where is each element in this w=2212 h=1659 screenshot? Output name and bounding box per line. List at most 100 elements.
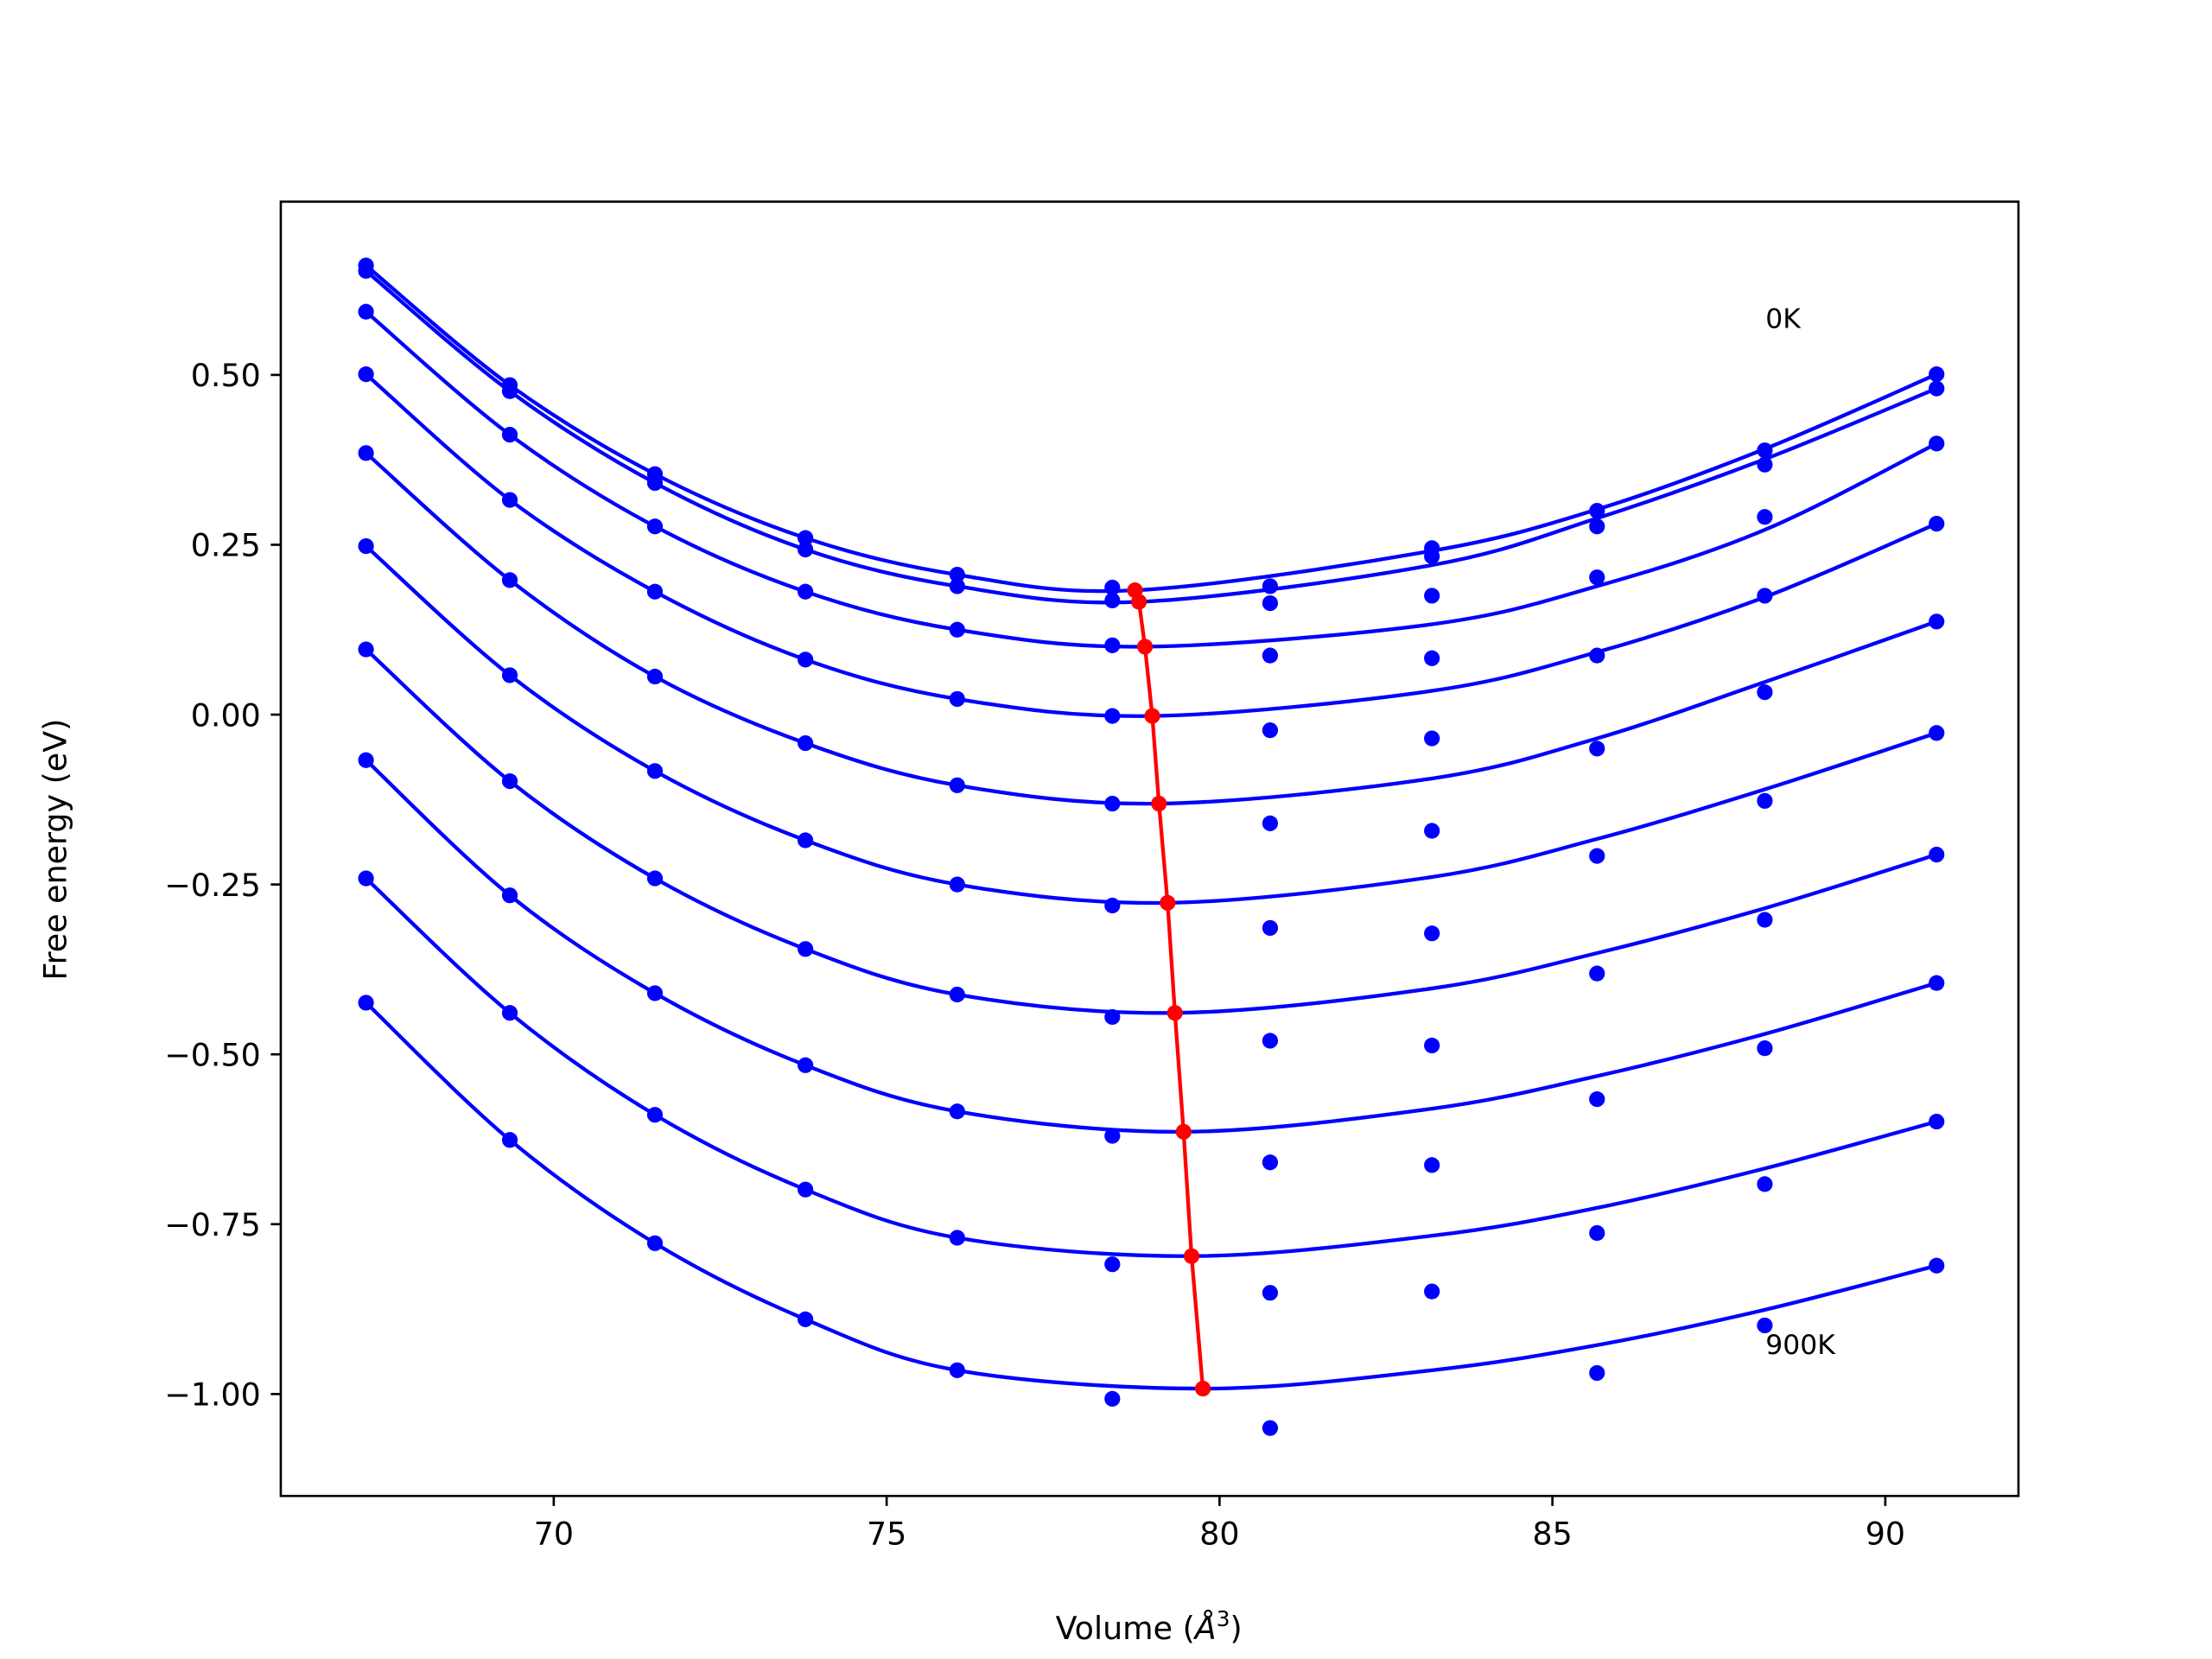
fit-curve	[365, 647, 1937, 1015]
data-point	[501, 773, 518, 790]
data-point	[358, 752, 374, 768]
y-tick-label: −1.00	[164, 1376, 261, 1414]
data-point	[1757, 456, 1773, 473]
data-point	[798, 652, 814, 668]
data-point	[1929, 613, 1945, 630]
data-point	[1757, 1317, 1773, 1334]
data-point	[1424, 730, 1440, 747]
x-axis-label: Volume (Å3)	[1056, 1606, 1243, 1647]
data-point	[1262, 722, 1279, 739]
data-point	[1929, 380, 1945, 397]
data-point	[1589, 503, 1605, 519]
data-point	[1929, 1113, 1945, 1130]
minimum-point	[1183, 1248, 1200, 1264]
axes-frame	[279, 200, 2020, 1497]
data-point	[1424, 588, 1440, 604]
data-point	[798, 541, 814, 558]
series-9	[358, 995, 1945, 1436]
data-point	[501, 383, 518, 399]
data-point	[1104, 1256, 1121, 1273]
data-point	[798, 530, 814, 546]
data-point	[1262, 815, 1279, 831]
annotations: 0K 900K	[1765, 303, 1836, 1360]
data-point	[358, 365, 374, 383]
temperature-annotation: 0K	[1765, 303, 1802, 334]
data-point	[1262, 1154, 1279, 1171]
x-tick-label: 85	[1532, 1516, 1572, 1553]
minimum-point	[1166, 1005, 1183, 1021]
data-point	[949, 566, 965, 583]
data-point	[1929, 975, 1945, 991]
data-point	[949, 1362, 965, 1378]
data-point	[949, 690, 965, 708]
x-axis: 70 75 80 85 90	[534, 1496, 1905, 1553]
minimum-point	[1195, 1380, 1211, 1397]
minimum-point	[1136, 639, 1154, 655]
series-4	[358, 445, 1945, 831]
data-point	[358, 641, 374, 658]
data-point	[1262, 1285, 1279, 1301]
data-point	[646, 1235, 664, 1251]
series-1	[358, 263, 1945, 612]
data-point	[798, 583, 814, 600]
data-point	[358, 537, 374, 555]
data-point	[358, 303, 374, 320]
data-point	[1262, 647, 1279, 664]
data-point	[646, 763, 664, 779]
data-point	[1104, 579, 1121, 596]
data-point	[1589, 1364, 1605, 1382]
data-point	[1424, 1283, 1440, 1300]
data-point	[1929, 846, 1945, 863]
data-point	[1929, 435, 1945, 452]
data-point	[1757, 683, 1773, 701]
data-point	[1262, 1420, 1279, 1436]
data-point	[1104, 897, 1121, 914]
data-point	[1424, 650, 1440, 666]
data-point	[1262, 1033, 1279, 1049]
data-point	[798, 1311, 814, 1327]
data-point	[646, 1107, 664, 1123]
series-7	[358, 752, 1945, 1171]
series-5	[358, 537, 1945, 937]
y-tick-label: 0.50	[191, 357, 261, 394]
data-point	[1424, 823, 1440, 839]
minimum-point	[1160, 894, 1176, 911]
data-point	[1262, 919, 1279, 937]
data-point	[949, 876, 965, 893]
data-point	[1589, 569, 1605, 586]
data-point	[1757, 792, 1773, 810]
data-point	[949, 621, 965, 638]
data-point	[1424, 548, 1440, 564]
data-point	[1104, 1128, 1121, 1144]
y-axis: −1.00 −0.75 −0.50 −0.25 0.00 0.25 0.50	[164, 357, 281, 1414]
minima-series	[1127, 582, 1211, 1397]
data-point	[1757, 509, 1773, 525]
data-point	[358, 263, 374, 279]
y-axis-label: Free energy (eV)	[37, 719, 74, 981]
x-tick-label: 75	[867, 1516, 906, 1553]
fit-curve	[365, 310, 1938, 649]
data-point	[501, 1005, 518, 1021]
x-tick-label: 90	[1866, 1516, 1905, 1553]
data-point	[1262, 594, 1279, 612]
data-point	[1757, 442, 1773, 459]
data-point	[646, 985, 664, 1001]
data-point	[1929, 515, 1945, 532]
data-point	[1424, 1037, 1440, 1054]
y-tick-label: −0.75	[164, 1206, 261, 1243]
data-point	[1589, 965, 1605, 982]
data-point	[1424, 1157, 1440, 1173]
data-point	[501, 426, 518, 443]
data-point	[949, 1103, 965, 1120]
data-point	[798, 941, 814, 957]
data-point	[501, 572, 518, 588]
data-point	[1589, 741, 1605, 757]
minima-line	[1133, 589, 1205, 1389]
data-point	[358, 870, 374, 887]
series-3	[358, 365, 1945, 739]
data-point	[646, 474, 664, 492]
data-point	[798, 1057, 814, 1073]
fit-curve	[365, 759, 1937, 1134]
